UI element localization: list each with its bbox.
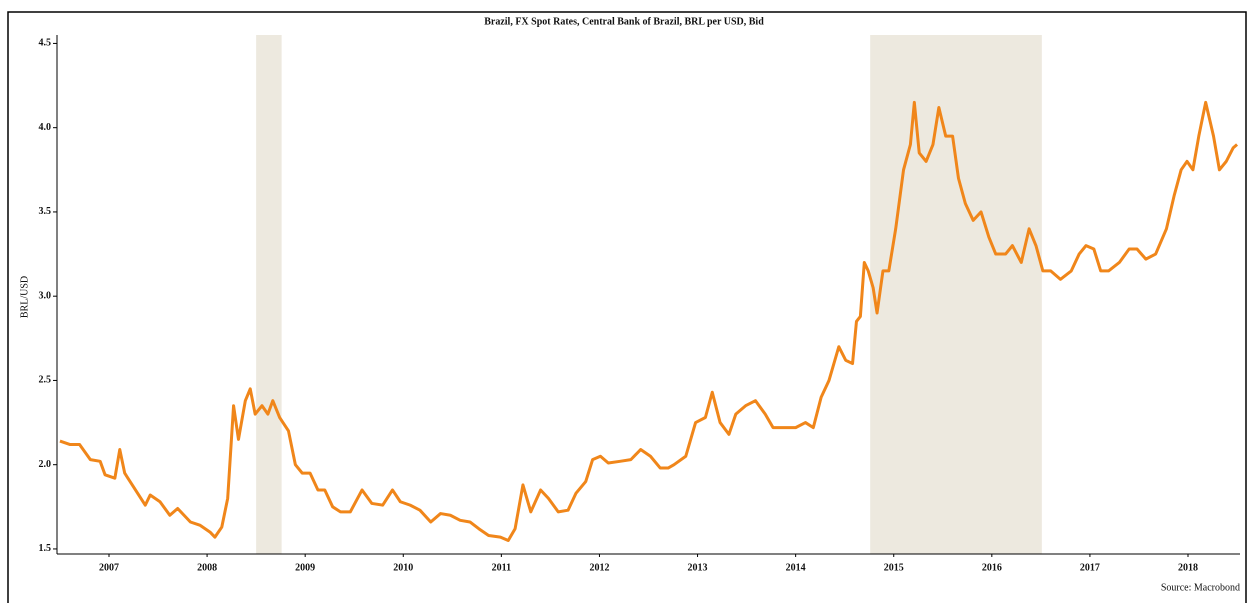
chart-title: Brazil, FX Spot Rates, Central Bank of B… — [484, 16, 764, 27]
x-tick-label: 2015 — [884, 562, 904, 573]
shaded-period — [870, 35, 1042, 554]
y-tick-label: 3.0 — [39, 290, 52, 301]
data-line — [59, 100, 1239, 543]
y-tick-label: 2.0 — [39, 459, 52, 470]
source: Source: Macrobond — [1161, 582, 1240, 593]
x-tick-label: 2013 — [688, 562, 708, 573]
x-tick-label: 2018 — [1178, 562, 1198, 573]
y-tick-label: 4.0 — [39, 122, 52, 133]
y-tick-label: 1.5 — [39, 543, 52, 554]
x-tick-label: 2017 — [1080, 562, 1100, 573]
x-tick-label: 2009 — [295, 562, 315, 573]
x-tick-label: 2016 — [982, 562, 1002, 573]
y-tick-label: 3.5 — [39, 206, 52, 217]
x-tick-label: 2011 — [492, 562, 511, 573]
x-tick-label: 2014 — [786, 562, 806, 573]
y-tick-label: 2.5 — [39, 375, 52, 386]
x-tick-label: 2012 — [589, 562, 609, 573]
frame — [7, 11, 1247, 608]
y-tick-label: 4.5 — [39, 38, 52, 49]
y-axis-label: BRL/USD — [19, 276, 30, 318]
x-tick-label: 2007 — [99, 562, 119, 573]
x-tick-label: 2008 — [197, 562, 217, 573]
shaded-period — [256, 35, 282, 554]
x-tick-label: 2010 — [393, 562, 413, 573]
